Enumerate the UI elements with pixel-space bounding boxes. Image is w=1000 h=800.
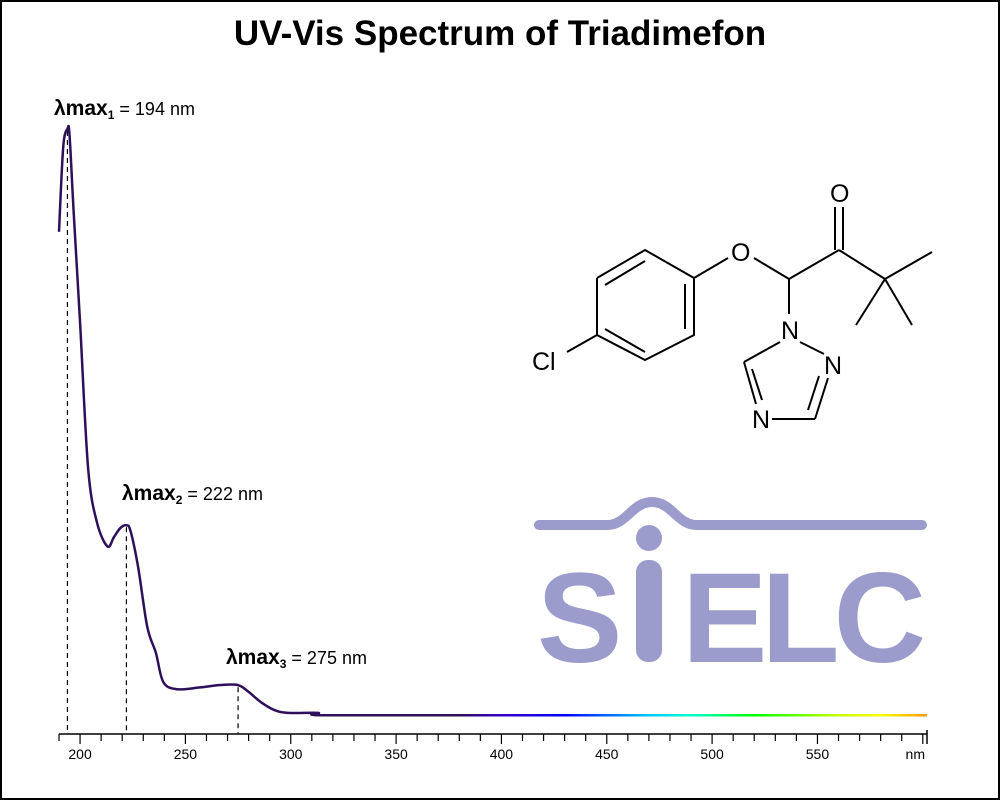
atom-n1: N	[781, 317, 799, 345]
x-tick-label: 500	[700, 746, 724, 762]
svg-text:ELC: ELC	[682, 547, 923, 690]
lambda-max-label: λmax1 = 194 nm	[54, 97, 195, 122]
lambda-max-label: λmax2 = 222 nm	[122, 482, 263, 507]
x-tick-label: 550	[806, 746, 830, 762]
atom-o-ketone: O	[830, 180, 849, 208]
sielc-logo: S ELC	[534, 496, 929, 690]
atom-o-ether: O	[731, 239, 750, 267]
lambda-max-label: λmax3 = 275 nm	[226, 646, 367, 671]
svg-text:S: S	[537, 547, 618, 690]
lambda-max-droplines	[66, 131, 239, 734]
x-axis: 200 250 300 350 400 450 500 550 nm	[58, 730, 928, 762]
atom-cl: Cl	[532, 348, 556, 376]
lambda-max-labels: λmax1 = 194 nm λmax2 = 222 nm λmax3 = 275 …	[54, 97, 367, 671]
spectrum-curve	[57, 124, 927, 717]
triadimefon-structure	[566, 207, 933, 420]
chart-title: UV-Vis Spectrum of Triadimefon	[233, 14, 767, 53]
x-tick-label: 300	[279, 746, 303, 762]
atom-n4: N	[752, 406, 770, 434]
x-tick-label: 400	[490, 746, 514, 762]
x-tick-label: 200	[68, 746, 92, 762]
atom-n2: N	[824, 352, 842, 380]
x-tick-label: 250	[174, 746, 198, 762]
atom-labels: Cl O O N N N	[532, 180, 849, 434]
x-tick-label: 450	[595, 746, 619, 762]
x-tick-label: 350	[384, 746, 408, 762]
x-unit-label: nm	[906, 746, 925, 762]
